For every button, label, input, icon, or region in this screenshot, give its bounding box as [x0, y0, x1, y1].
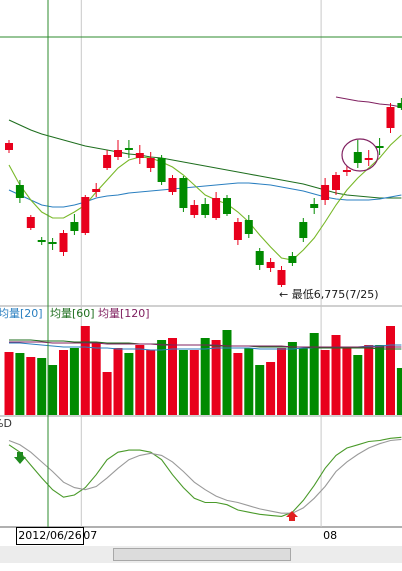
candle-body — [321, 185, 330, 200]
volume-average — [9, 341, 402, 348]
candle-body — [266, 262, 275, 268]
volume-bar — [4, 352, 14, 415]
volume-bar — [37, 358, 47, 415]
scrollbar-thumb[interactable] — [113, 548, 291, 561]
volume-bar — [331, 335, 341, 415]
legend-entry: 均量[120] — [98, 307, 150, 320]
signal-arrow-down — [14, 452, 26, 464]
volume-bar — [146, 350, 156, 415]
candle-body — [212, 198, 221, 218]
x-tick-label: 08 — [323, 529, 337, 542]
candle-body — [375, 146, 384, 148]
legend-entry: %D — [0, 417, 12, 430]
candle-body — [26, 217, 35, 228]
volume-bar — [244, 348, 254, 415]
candle-body — [342, 170, 351, 172]
volume-bar — [396, 368, 402, 415]
highlight-circle — [341, 138, 379, 172]
candle-body — [310, 204, 319, 208]
volume-bar — [168, 338, 177, 415]
candle-body — [70, 222, 79, 231]
candle-body — [255, 251, 264, 265]
candle-body — [48, 242, 57, 244]
candle-body — [223, 198, 231, 214]
volume-panel — [4, 326, 402, 415]
candle-body — [15, 185, 24, 198]
volume-bar — [277, 348, 286, 415]
volume-bar — [80, 326, 90, 415]
volume-bar — [364, 345, 374, 415]
volume-bar — [26, 357, 36, 415]
candle-body — [146, 158, 155, 168]
candle-body — [81, 197, 90, 233]
candle-body — [288, 256, 297, 263]
legend-entry: 均量[20] — [0, 307, 43, 320]
cursor-date-box — [16, 527, 84, 545]
volume-bar — [287, 342, 297, 415]
volume-bar — [320, 350, 330, 415]
price-panel — [5, 96, 402, 287]
volume-bar — [298, 348, 308, 415]
candle-body — [277, 270, 286, 285]
kd-line — [8, 436, 402, 517]
candle-body — [201, 204, 210, 215]
candle-body — [332, 175, 340, 190]
signal-arrow-up — [286, 511, 298, 521]
kd-panel — [8, 436, 402, 517]
volume-bar — [124, 353, 134, 415]
candle-body — [37, 240, 46, 242]
kd-line — [8, 438, 402, 514]
volume-bar — [266, 362, 276, 415]
volume-bar — [342, 348, 352, 415]
candle-body — [5, 143, 13, 150]
low-annotation: ← 最低6,775(7/25) — [279, 288, 379, 301]
candle-body — [233, 222, 242, 240]
candle-body — [397, 103, 402, 108]
volume-bar — [157, 340, 167, 415]
candle-body — [92, 189, 101, 192]
candle-body — [179, 178, 188, 208]
volume-bar — [69, 348, 79, 415]
candle-body — [124, 148, 133, 150]
candle-body — [59, 233, 68, 252]
candle-body — [386, 107, 395, 128]
candle-body — [364, 158, 373, 160]
volume-bar — [309, 333, 319, 415]
candle-body — [190, 205, 199, 215]
x-tick-label: 07 — [83, 529, 97, 542]
candle-body — [353, 152, 362, 163]
volume-bar — [233, 353, 243, 415]
volume-bar — [48, 365, 58, 415]
candle-body — [168, 178, 177, 192]
moving-average — [8, 182, 402, 208]
candle-body — [299, 222, 308, 238]
volume-bar — [59, 350, 68, 415]
volume-bar — [211, 340, 221, 415]
volume-bar — [200, 338, 210, 415]
candle-body — [157, 158, 166, 182]
volume-bar — [91, 342, 101, 415]
volume-bar — [386, 326, 395, 415]
candle-body — [103, 155, 112, 168]
volume-bar — [189, 350, 199, 415]
volume-bar — [113, 348, 123, 415]
moving-average — [8, 134, 402, 261]
candle-body — [114, 150, 122, 157]
volume-bar — [353, 355, 363, 415]
volume-bar — [255, 365, 265, 415]
grid — [80, 0, 322, 527]
volume-bar — [222, 330, 232, 415]
legend-entry: 均量[60] — [50, 307, 95, 320]
volume-bar — [135, 345, 145, 415]
volume-bar — [102, 372, 112, 415]
volume-bar — [15, 353, 25, 415]
volume-bar — [375, 345, 385, 415]
candle-body — [244, 220, 253, 234]
candle-body — [135, 153, 144, 158]
volume-bar — [178, 350, 188, 415]
cursor-date: 2012/06/26 — [18, 529, 81, 542]
